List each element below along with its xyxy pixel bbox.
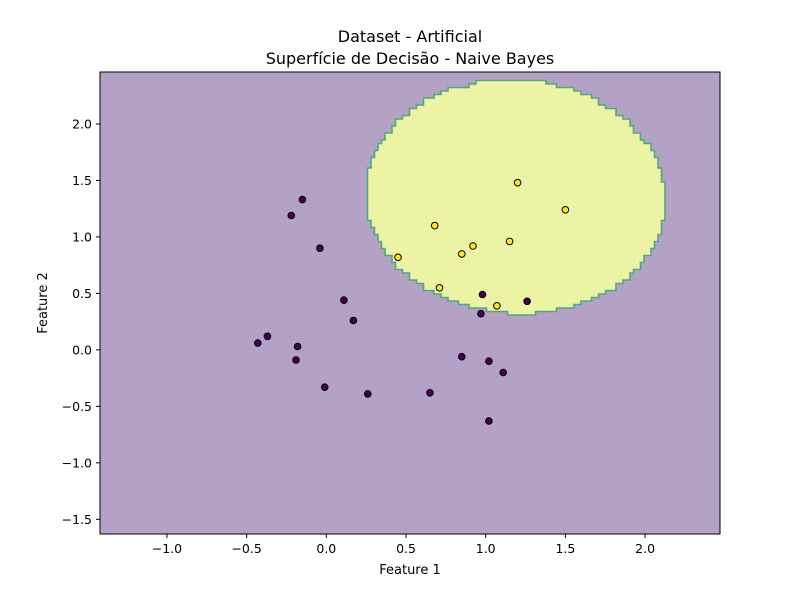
data-point-class-1: [435, 284, 444, 292]
x-tick-label: 1.5: [555, 541, 575, 556]
data-point-class-0: [320, 383, 329, 392]
y-axis: −1.5 −1.0 −0.5 0.0 0.5 1.0 1.5 2.0: [62, 116, 100, 527]
data-point-class-0: [292, 356, 300, 364]
data-point-class-0: [253, 339, 262, 347]
data-point-class-0: [499, 368, 508, 377]
y-tick-label: 1.5: [72, 173, 92, 188]
y-axis-label: Feature 2: [36, 272, 51, 334]
data-point-class-1: [493, 302, 501, 310]
x-tick-label: 0.5: [396, 541, 416, 556]
data-point-class-1: [513, 178, 522, 187]
data-point-class-0: [477, 309, 485, 318]
x-tick-label: 0.0: [316, 541, 336, 556]
y-tick-label: 1.0: [72, 229, 92, 244]
plot-frame: [99, 71, 721, 535]
y-tick-label: 0.5: [72, 286, 92, 301]
data-point-class-0: [485, 417, 493, 425]
plot-area: [99, 71, 721, 535]
data-point-class-0: [478, 290, 487, 299]
data-point-class-1: [561, 206, 570, 214]
data-point-class-1: [469, 242, 477, 250]
data-point-class-0: [458, 352, 466, 361]
data-point-class-1: [394, 253, 402, 262]
data-point-class-1: [505, 237, 514, 246]
data-point-class-0: [340, 296, 348, 305]
chart-title: Dataset - Artificial: [338, 27, 482, 46]
data-point-class-0: [293, 342, 302, 351]
data-point-class-0: [263, 332, 272, 341]
data-point-class-1: [430, 221, 439, 230]
x-axis: −1.0 −0.5 0.0 0.5 1.0 1.5 2.0: [152, 534, 655, 556]
chart-subtitle: Superfície de Decisão - Naive Bayes: [266, 49, 555, 68]
data-point-class-0: [523, 297, 531, 306]
y-tick-label: −1.5: [62, 512, 92, 527]
data-point-class-0: [287, 211, 296, 220]
data-point-class-0: [349, 316, 358, 325]
data-point-class-0: [485, 357, 493, 366]
data-point-class-0: [316, 244, 324, 252]
data-point-class-0: [364, 390, 372, 398]
y-tick-label: 0.0: [72, 342, 92, 357]
y-tick-label: 2.0: [72, 116, 92, 131]
x-tick-label: −1.0: [152, 541, 182, 556]
x-tick-label: 1.0: [476, 541, 496, 556]
x-tick-label: 2.0: [635, 541, 655, 556]
x-axis-label: Feature 1: [379, 563, 441, 578]
y-tick-label: −0.5: [62, 399, 92, 414]
data-point-class-0: [298, 195, 307, 204]
class-1-decision-region: [366, 79, 666, 316]
data-point-class-1: [458, 250, 466, 258]
x-tick-label: −0.5: [231, 541, 261, 556]
y-tick-label: −1.0: [62, 455, 92, 470]
data-point-class-0: [426, 389, 434, 397]
